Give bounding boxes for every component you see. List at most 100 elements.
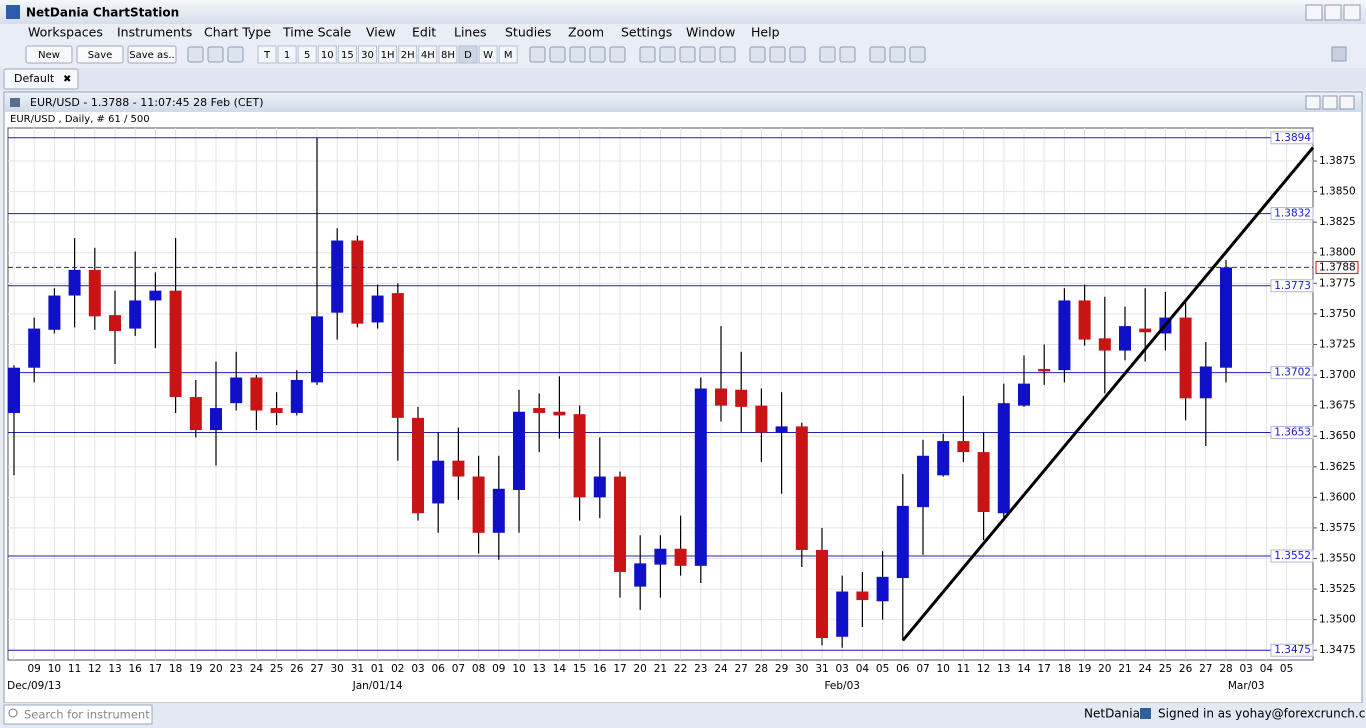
- toolbar-icon[interactable]: [207, 46, 224, 63]
- timeframe-label[interactable]: 1H: [381, 50, 395, 61]
- candle-body: [391, 293, 404, 418]
- menu-item[interactable]: Studies: [505, 25, 551, 40]
- toolbar-button-label[interactable]: Save as..: [129, 50, 174, 61]
- toolbar-icon[interactable]: [1331, 46, 1347, 62]
- chart-close[interactable]: [1339, 95, 1355, 110]
- timeframe-button[interactable]: [337, 45, 357, 64]
- timeframe-label[interactable]: 10: [321, 50, 334, 61]
- close[interactable]: [1343, 4, 1361, 21]
- title-bar: [0, 0, 1366, 24]
- minimize[interactable]: [1305, 4, 1323, 21]
- timeframe-label[interactable]: M: [504, 50, 513, 61]
- toolbar-icon[interactable]: [639, 46, 656, 63]
- timeframe-button[interactable]: [297, 45, 317, 64]
- menu-item[interactable]: Window: [686, 25, 735, 40]
- x-tick-label: 10: [512, 663, 525, 675]
- toolbar-icon[interactable]: [719, 46, 736, 63]
- toolbar: New Save Save as.. T 1 5 10 15 30 1H 2H 4H 8H D W M: [25, 45, 1347, 64]
- candle-body: [270, 408, 283, 413]
- restore[interactable]: [1324, 4, 1342, 21]
- toolbar-icon[interactable]: [569, 46, 586, 63]
- menu-item[interactable]: Lines: [454, 25, 487, 40]
- timeframe-button[interactable]: [317, 45, 337, 64]
- timeframe-label[interactable]: T: [263, 50, 271, 61]
- candle-body: [472, 476, 485, 533]
- menu-item[interactable]: Zoom: [568, 25, 604, 40]
- x-tick-label: 31: [815, 663, 828, 675]
- timeframe-label[interactable]: 5: [304, 50, 310, 61]
- menu-bar: Workspaces Instruments Chart Type Time Scal…: [28, 25, 780, 40]
- toolbar-icon[interactable]: [699, 46, 716, 63]
- signed-in: Signed in as yohay@forexcrunch.com: [1158, 707, 1366, 721]
- toolbar-icon[interactable]: [889, 46, 906, 63]
- timeframe-button[interactable]: [498, 45, 518, 64]
- menu-item[interactable]: Help: [751, 25, 780, 40]
- toolbar-icon[interactable]: [549, 46, 566, 63]
- toolbar-icon[interactable]: [589, 46, 606, 63]
- period-label: Dec/09/13: [7, 680, 61, 692]
- toolbar-icon[interactable]: [609, 46, 626, 63]
- toolbar-icon[interactable]: [679, 46, 696, 63]
- timeframe-button[interactable]: [257, 45, 277, 64]
- menu-item[interactable]: Time Scale: [282, 25, 352, 40]
- toolbar-button-label[interactable]: New: [38, 50, 60, 61]
- toolbar-icon[interactable]: [909, 46, 926, 63]
- timeframe-label[interactable]: 15: [341, 50, 354, 61]
- y-tick-label: 1.3550: [1319, 552, 1356, 564]
- search-box[interactable]: [3, 704, 153, 725]
- tab[interactable]: [3, 68, 79, 90]
- level-label: 1.3653: [1274, 427, 1311, 439]
- chart-restore[interactable]: [1322, 95, 1338, 110]
- toolbar-button-label[interactable]: Save: [88, 50, 113, 61]
- candle-body: [553, 411, 566, 416]
- timeframe-button[interactable]: [398, 45, 418, 64]
- tab-label[interactable]: Default: [14, 72, 55, 85]
- toolbar-icon[interactable]: [789, 46, 806, 63]
- x-tick-label: 21: [1118, 663, 1131, 675]
- menu-item[interactable]: Chart Type: [204, 25, 271, 40]
- timeframe-button[interactable]: [418, 45, 438, 64]
- toolbar-icon[interactable]: [529, 46, 546, 63]
- timeframe-label[interactable]: 1: [284, 50, 290, 61]
- candle-body: [1220, 267, 1232, 368]
- x-tick-label: 05: [876, 663, 889, 675]
- tab-close[interactable]: ✖: [63, 74, 71, 85]
- toolbar-button[interactable]: [25, 45, 73, 64]
- timeframe-label[interactable]: W: [483, 50, 493, 61]
- timeframe-button[interactable]: [378, 45, 398, 64]
- toolbar-icon[interactable]: [819, 46, 836, 63]
- toolbar-icon[interactable]: [749, 46, 766, 63]
- toolbar-icon[interactable]: [659, 46, 676, 63]
- menu-item[interactable]: Settings: [621, 25, 672, 40]
- toolbar-icon[interactable]: [869, 46, 886, 63]
- menu-item[interactable]: Workspaces: [28, 25, 103, 40]
- timeframe-button[interactable]: [438, 45, 458, 64]
- menu-item[interactable]: View: [366, 25, 396, 40]
- timeframe-button[interactable]: [458, 45, 478, 64]
- toolbar-icon[interactable]: [839, 46, 856, 63]
- toolbar-icon[interactable]: [227, 46, 244, 63]
- timeframe-button[interactable]: [358, 45, 377, 64]
- menu-item[interactable]: Edit: [412, 25, 436, 40]
- timeframe-label[interactable]: 4H: [421, 50, 435, 61]
- toolbar-button[interactable]: [76, 45, 124, 64]
- app-title: NetDania ChartStation: [26, 6, 179, 20]
- menu-item[interactable]: Instruments: [117, 25, 192, 40]
- x-tick-label: 13: [108, 663, 121, 675]
- timeframe-button[interactable]: [478, 45, 498, 64]
- x-tick-label: 19: [1078, 663, 1091, 675]
- timeframe-label[interactable]: 2H: [401, 50, 415, 61]
- window-controls[interactable]: [1305, 4, 1361, 21]
- chart-minimize[interactable]: [1305, 95, 1321, 110]
- candle-body: [68, 269, 81, 296]
- timeframe-label[interactable]: 30: [361, 50, 374, 61]
- toolbar-button[interactable]: [127, 45, 177, 64]
- search-placeholder[interactable]: Search for instrument: [24, 708, 150, 722]
- timeframe-label[interactable]: D: [464, 50, 472, 61]
- timeframe-button[interactable]: [277, 45, 297, 64]
- toolbar-icon[interactable]: [769, 46, 786, 63]
- timeframe-label[interactable]: 8H: [441, 50, 455, 61]
- candle-body: [1179, 317, 1192, 399]
- toolbar-icon[interactable]: [187, 46, 204, 63]
- x-tick-label: 17: [1038, 663, 1051, 675]
